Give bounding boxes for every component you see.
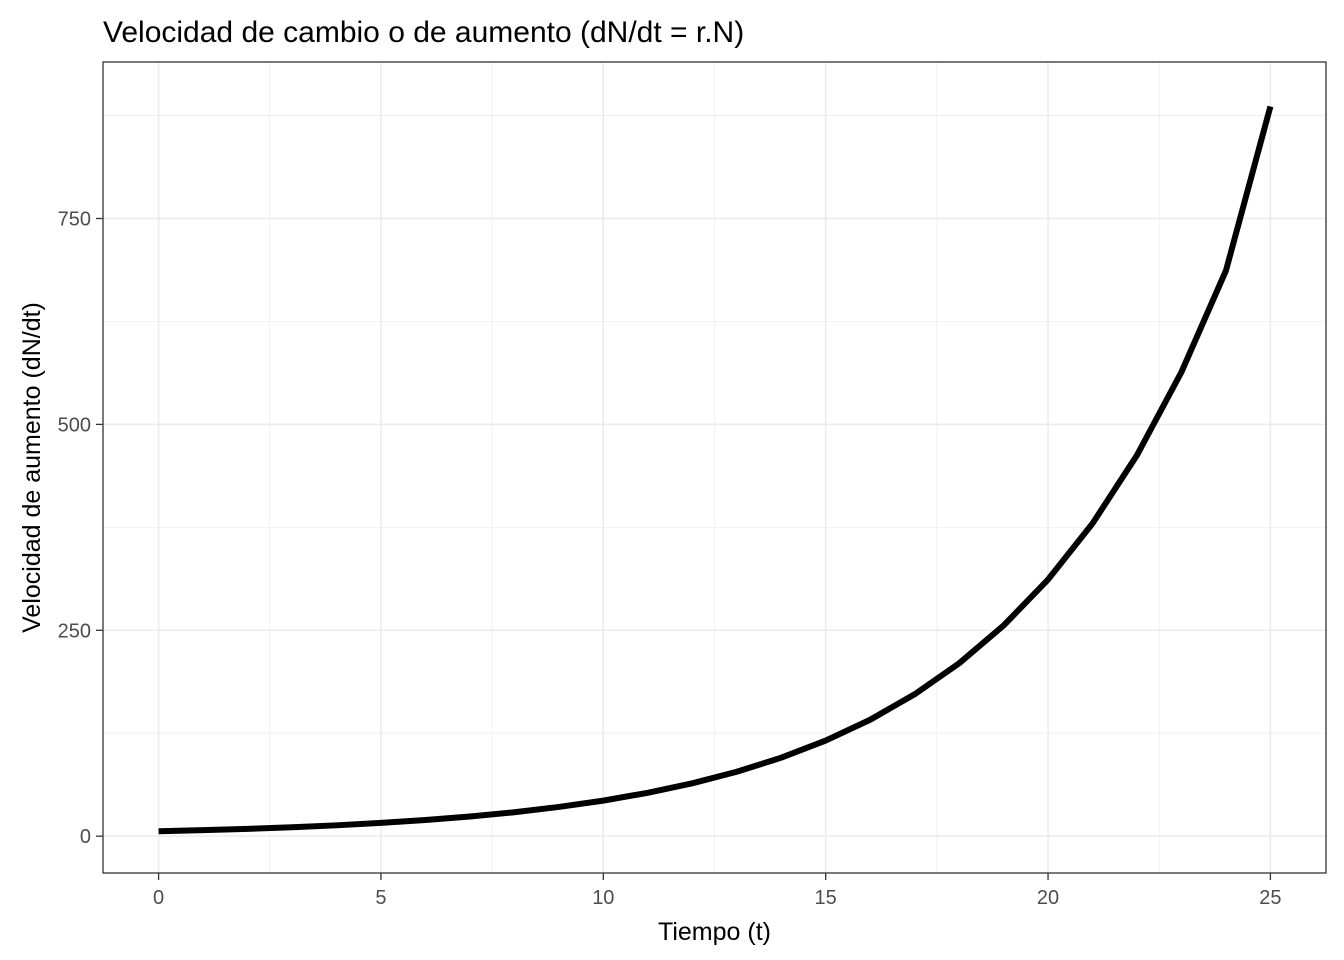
series-line [158, 105, 1274, 835]
y-tick-label: 0 [80, 826, 91, 848]
plot-panel [103, 62, 1326, 873]
x-tick-label: 15 [815, 887, 837, 909]
y-axis-title: Velocidad de aumento (dN/dt) [18, 302, 46, 633]
y-tick-label: 500 [58, 414, 91, 436]
x-tick-label: 20 [1037, 887, 1059, 909]
x-tick-label: 25 [1259, 887, 1281, 909]
x-axis-title: Tiempo (t) [658, 918, 771, 946]
y-tick-label: 250 [58, 620, 91, 642]
x-tick-label: 0 [153, 887, 164, 909]
chart-title: Velocidad de cambio o de aumento (dN/dt … [103, 16, 744, 49]
x-tick-label: 5 [375, 887, 386, 909]
data-series [158, 105, 1274, 835]
panel-border [102, 61, 1327, 874]
y-tick-label: 750 [58, 208, 91, 230]
x-tick-label: 10 [592, 887, 614, 909]
